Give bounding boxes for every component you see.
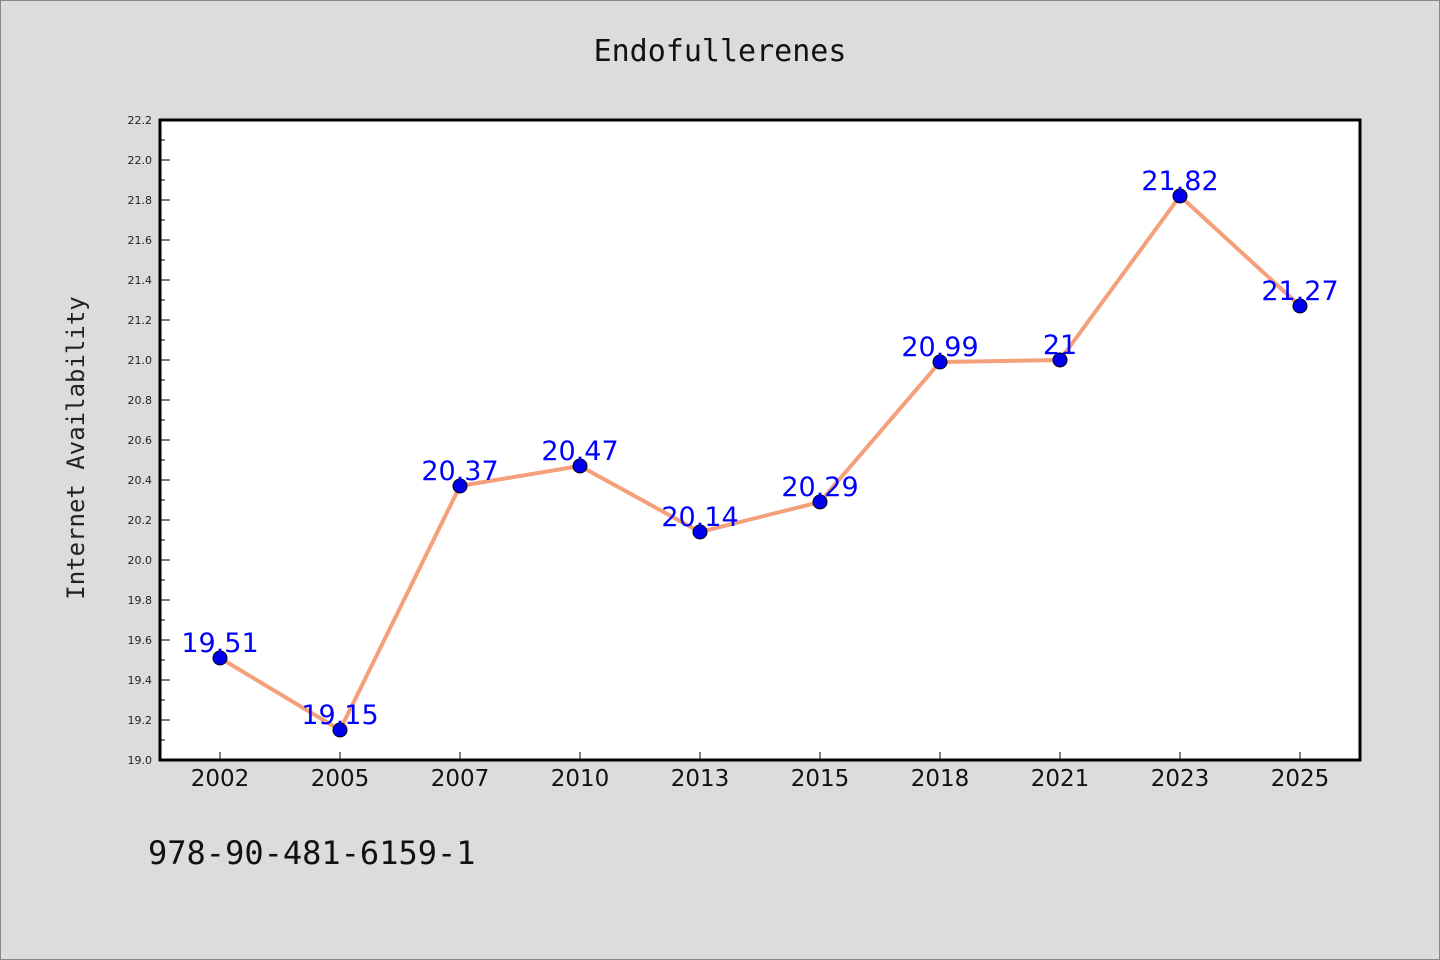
x-tick-label: 2013 — [671, 766, 730, 792]
y-tick-label: 20.4 — [128, 474, 153, 487]
y-tick-label: 20.0 — [128, 554, 153, 567]
y-tick-label: 21.8 — [128, 194, 153, 207]
data-point — [1172, 188, 1188, 204]
data-label: 21.82 — [1141, 166, 1218, 197]
data-label: 19.51 — [181, 628, 258, 659]
y-tick-label: 20.6 — [128, 434, 153, 447]
x-tick-label: 2007 — [431, 766, 490, 792]
y-tick-label: 21.4 — [128, 274, 153, 287]
y-tick-label: 19.0 — [128, 754, 153, 767]
data-point — [1292, 298, 1308, 314]
data-point — [572, 458, 588, 474]
data-label: 20.14 — [661, 502, 738, 533]
x-tick-label: 2005 — [311, 766, 370, 792]
data-label: 20.37 — [421, 456, 498, 487]
y-tick-label: 20.2 — [128, 514, 153, 527]
data-point — [212, 650, 228, 666]
data-point — [1052, 352, 1068, 368]
chart-title: Endofullerenes — [593, 34, 847, 69]
y-tick-label: 19.4 — [128, 674, 153, 687]
plot-area — [158, 118, 1362, 762]
data-point — [812, 494, 828, 510]
data-label: 20.99 — [901, 332, 978, 363]
data-point — [332, 722, 348, 738]
x-tick-label: 2010 — [551, 766, 610, 792]
data-point — [452, 478, 468, 494]
y-tick-label: 19.2 — [128, 714, 153, 727]
data-label: 19.15 — [301, 700, 378, 731]
x-tick-label: 2025 — [1271, 766, 1330, 792]
y-tick-label: 21.0 — [128, 354, 153, 367]
data-label: 21 — [1043, 330, 1077, 361]
y-tick-label: 20.8 — [128, 394, 153, 407]
x-tick-label: 2002 — [191, 766, 250, 792]
y-tick-label: 21.6 — [128, 234, 153, 247]
x-tick-label: 2015 — [791, 766, 850, 792]
data-point — [692, 524, 708, 540]
footer-isbn: 978-90-481-6159-1 — [148, 834, 476, 872]
y-tick-label: 21.2 — [128, 314, 153, 327]
x-tick-label: 2023 — [1151, 766, 1210, 792]
data-label: 20.47 — [541, 436, 618, 467]
series-line — [218, 194, 1302, 732]
y-tick-label: 19.8 — [128, 594, 153, 607]
y-tick-label: 22.2 — [128, 114, 153, 127]
y-tick-label: 22.0 — [128, 154, 153, 167]
data-label: 20.29 — [781, 472, 858, 503]
data-label: 21.27 — [1261, 276, 1338, 307]
y-tick-label: 19.6 — [128, 634, 153, 647]
x-tick-label: 2021 — [1031, 766, 1090, 792]
x-tick-label: 2018 — [911, 766, 970, 792]
data-point — [932, 354, 948, 370]
